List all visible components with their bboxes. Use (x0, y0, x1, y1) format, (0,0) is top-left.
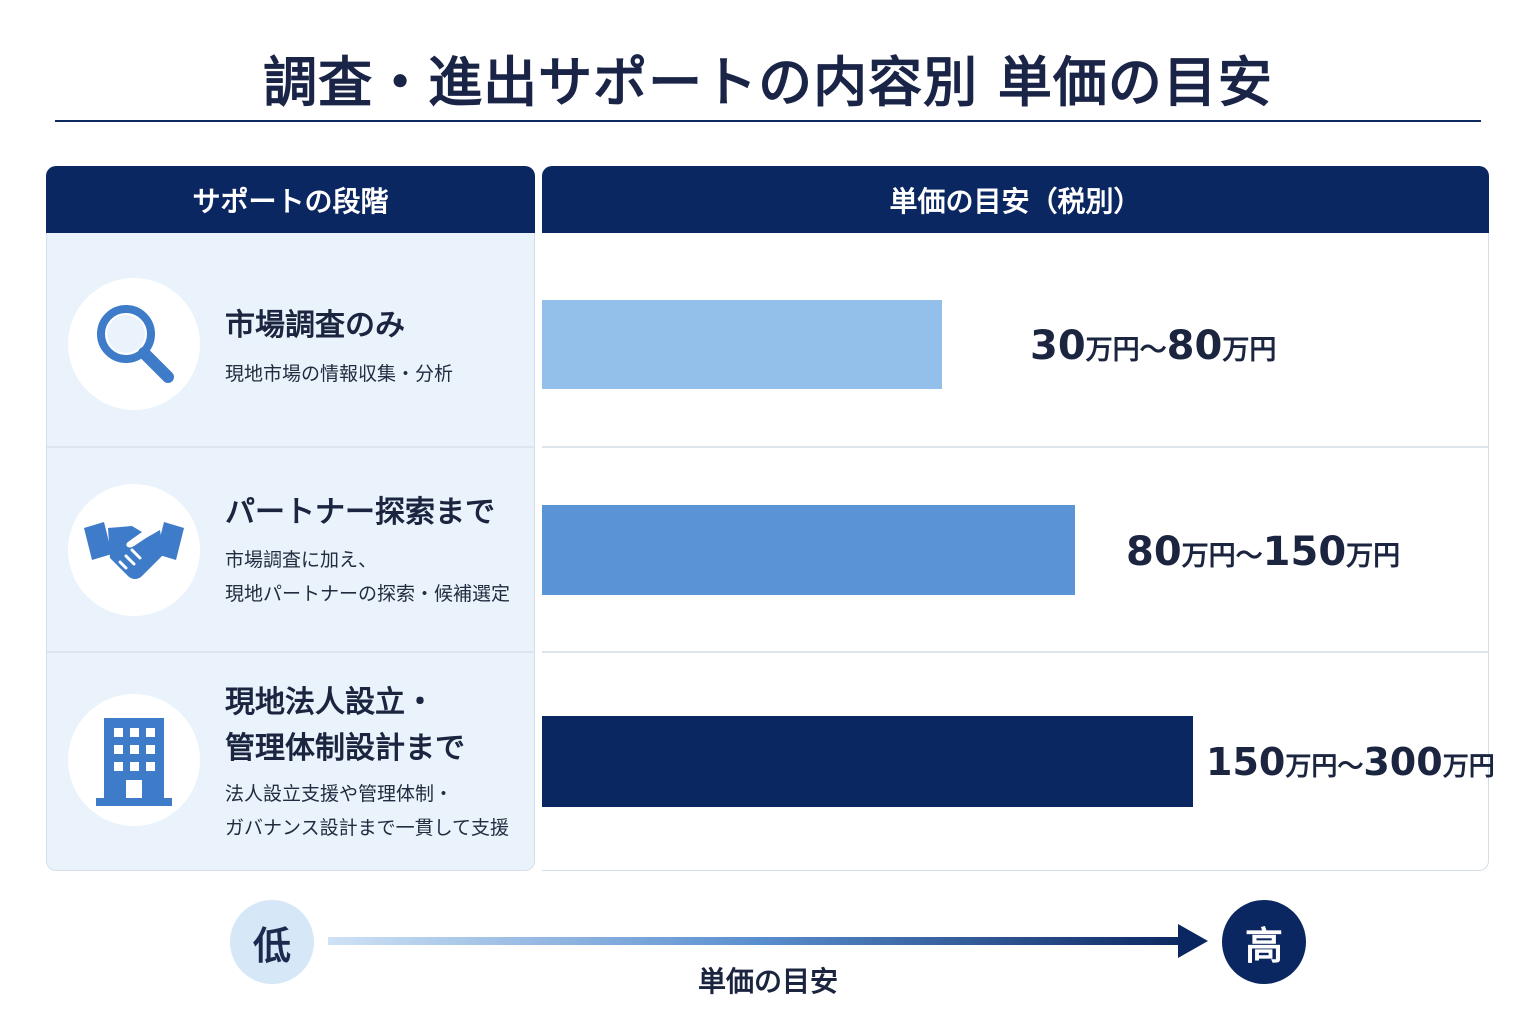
header-price: 単価の目安（税別） (542, 166, 1489, 233)
row-divider (542, 651, 1488, 653)
handshake-icon (84, 522, 184, 579)
header-stage: サポートの段階 (46, 166, 535, 233)
scale-arrow (328, 924, 1208, 958)
stage-desc-2: 市場調査に加え、 現地パートナーの探索・候補選定 (225, 549, 511, 605)
stage-desc-1: 現地市場の情報収集・分析 (225, 363, 454, 385)
magnifier-icon-circle (68, 278, 200, 410)
title-divider (55, 120, 1481, 122)
page-title: 調査・進出サポートの内容別 単価の目安 (263, 51, 1273, 114)
stage-desc-3: 法人設立支援や管理体制・ ガバナンス設計まで一貫して支援 (225, 783, 510, 839)
high-indicator: 高 (1222, 900, 1306, 984)
stage-title-2: パートナー探索まで (225, 495, 495, 530)
handshake-icon-circle (68, 484, 200, 616)
row-divider (47, 651, 534, 653)
price-bar-local-entity (542, 716, 1193, 807)
scale-label: 単価の目安 (697, 965, 838, 998)
building-icon-circle (68, 694, 200, 826)
stage-title-1: 市場調査のみ (225, 308, 405, 343)
stage-title-3: 現地法人設立・ 管理体制設計まで (225, 685, 465, 766)
magnifier-icon (97, 305, 174, 383)
price-label-2: 80万円〜150万円 (1126, 529, 1401, 575)
price-bar-market-research (542, 300, 942, 389)
row-divider (47, 446, 534, 448)
row-divider (542, 446, 1488, 448)
price-label-1: 30万円〜80万円 (1030, 323, 1277, 369)
low-indicator: 低 (230, 900, 314, 984)
building-icon (96, 718, 172, 806)
price-bar-partner-search (542, 505, 1075, 595)
price-label-3: 150万円〜300万円 (1206, 740, 1495, 784)
